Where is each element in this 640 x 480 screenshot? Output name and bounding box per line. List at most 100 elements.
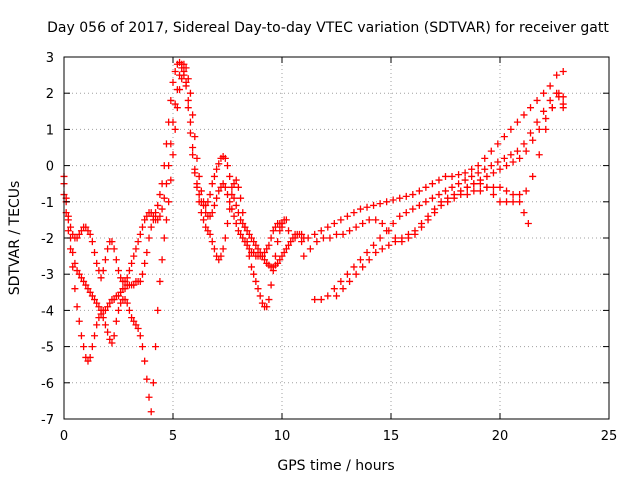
data-point bbox=[237, 216, 245, 224]
data-point bbox=[378, 220, 386, 228]
data-point bbox=[496, 165, 504, 173]
data-point bbox=[431, 205, 439, 213]
data-point bbox=[346, 277, 354, 285]
data-point bbox=[130, 317, 138, 325]
data-point bbox=[239, 220, 247, 228]
data-point bbox=[171, 125, 179, 133]
data-point bbox=[474, 162, 482, 170]
data-point bbox=[239, 209, 247, 217]
y-tick-label: -2 bbox=[41, 232, 54, 247]
y-tick-label: -3 bbox=[41, 268, 54, 283]
data-point bbox=[483, 172, 491, 180]
data-point bbox=[463, 191, 471, 199]
data-point bbox=[389, 196, 397, 204]
data-point bbox=[112, 256, 120, 264]
data-point bbox=[202, 201, 210, 209]
data-point bbox=[470, 187, 478, 195]
data-point bbox=[88, 292, 96, 300]
data-point bbox=[115, 306, 122, 314]
data-point bbox=[197, 187, 205, 195]
data-point bbox=[474, 169, 482, 177]
data-point bbox=[230, 180, 238, 188]
data-point bbox=[104, 303, 112, 311]
data-point bbox=[250, 238, 258, 246]
data-point bbox=[221, 154, 229, 162]
data-point bbox=[330, 285, 338, 293]
data-point bbox=[93, 299, 101, 307]
data-point bbox=[261, 256, 269, 264]
data-point bbox=[84, 285, 92, 293]
data-point bbox=[217, 252, 225, 260]
data-point bbox=[535, 125, 543, 133]
data-point bbox=[404, 230, 412, 238]
data-point bbox=[143, 212, 151, 220]
data-point bbox=[206, 191, 214, 199]
data-point bbox=[125, 267, 133, 275]
data-point bbox=[280, 248, 288, 256]
data-point bbox=[132, 245, 140, 253]
data-point bbox=[95, 303, 103, 311]
data-point bbox=[503, 187, 511, 195]
data-point bbox=[226, 172, 234, 180]
data-point bbox=[154, 201, 162, 209]
data-point bbox=[200, 216, 208, 224]
data-point bbox=[522, 187, 530, 195]
data-point bbox=[143, 248, 151, 256]
data-point bbox=[267, 281, 275, 289]
data-point bbox=[337, 277, 345, 285]
data-point bbox=[546, 96, 554, 104]
data-point bbox=[237, 230, 245, 238]
data-point bbox=[535, 151, 543, 159]
data-point bbox=[333, 292, 340, 300]
data-point bbox=[165, 162, 173, 170]
data-point bbox=[147, 408, 155, 416]
data-point bbox=[110, 332, 118, 340]
data-point bbox=[247, 234, 255, 242]
data-point bbox=[418, 220, 426, 228]
data-point bbox=[132, 321, 140, 329]
data-point bbox=[106, 299, 114, 307]
data-point bbox=[527, 129, 535, 137]
data-point bbox=[507, 151, 515, 159]
data-point bbox=[232, 176, 240, 184]
data-point bbox=[496, 198, 504, 206]
y-tick-label: 0 bbox=[46, 160, 54, 175]
data-point bbox=[230, 212, 238, 220]
data-point bbox=[363, 203, 371, 211]
data-point bbox=[125, 306, 133, 314]
data-point bbox=[415, 187, 423, 195]
y-tick-label: -7 bbox=[41, 413, 54, 428]
data-point bbox=[210, 172, 218, 180]
data-point bbox=[468, 165, 476, 173]
data-point bbox=[213, 165, 221, 173]
data-point bbox=[141, 259, 149, 267]
data-point bbox=[69, 230, 77, 238]
data-point bbox=[494, 158, 502, 166]
data-point bbox=[128, 314, 136, 322]
data-point bbox=[398, 234, 406, 242]
data-point bbox=[195, 172, 203, 180]
data-point bbox=[204, 227, 212, 235]
data-point bbox=[350, 263, 358, 271]
data-point bbox=[108, 339, 116, 347]
data-point bbox=[219, 180, 227, 188]
data-point bbox=[533, 118, 541, 126]
data-point bbox=[415, 201, 423, 209]
data-point bbox=[224, 220, 231, 228]
data-point bbox=[143, 375, 151, 383]
data-point bbox=[247, 263, 255, 271]
x-tick-label: 15 bbox=[383, 429, 400, 444]
data-point bbox=[533, 96, 541, 104]
data-point bbox=[383, 198, 391, 206]
data-point bbox=[500, 133, 508, 141]
data-point bbox=[282, 245, 290, 253]
data-point bbox=[520, 111, 528, 119]
data-point bbox=[461, 169, 469, 177]
data-point bbox=[245, 245, 253, 253]
data-point bbox=[409, 205, 417, 213]
data-point bbox=[130, 252, 138, 260]
data-point bbox=[389, 220, 397, 228]
data-point bbox=[481, 154, 489, 162]
data-point bbox=[269, 227, 277, 235]
data-point bbox=[463, 183, 471, 191]
